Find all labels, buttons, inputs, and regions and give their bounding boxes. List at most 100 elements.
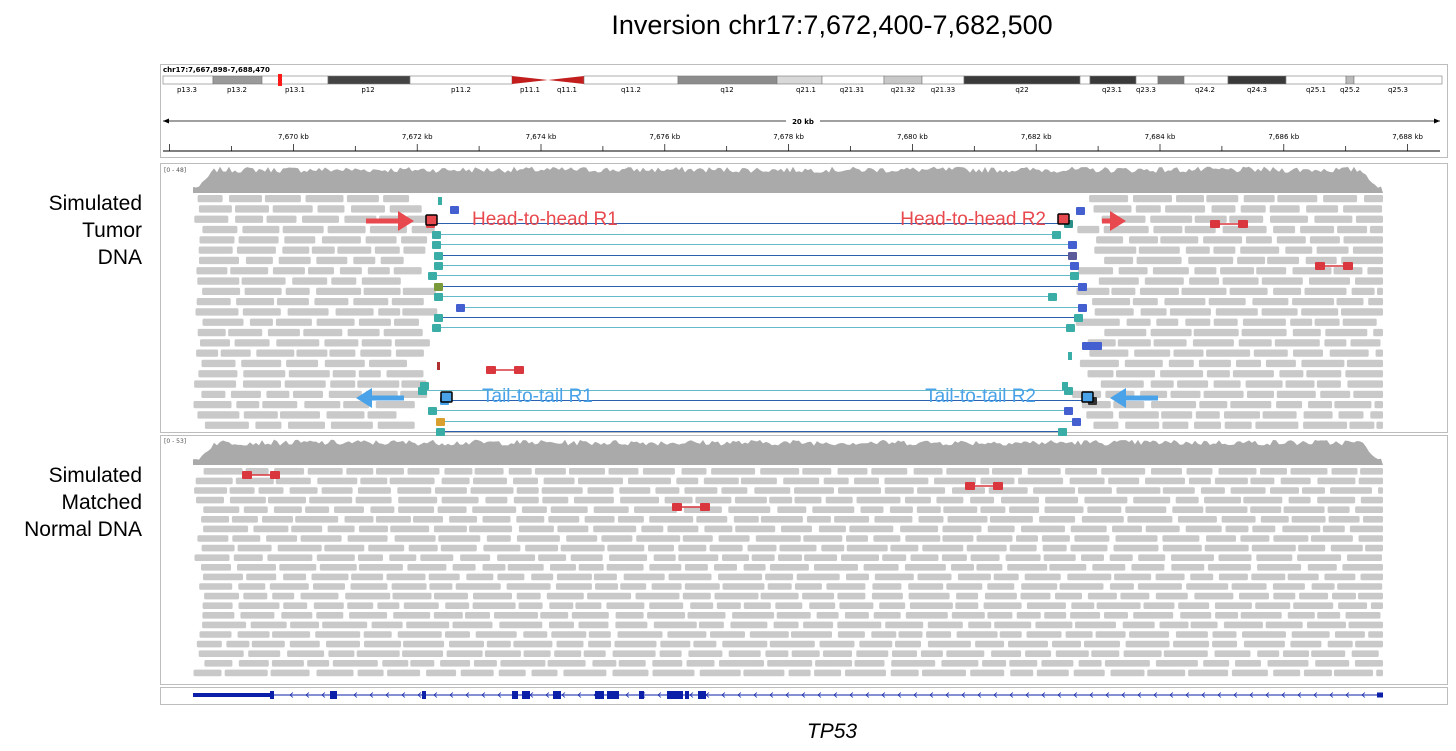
- read: [578, 477, 623, 485]
- read: [982, 660, 1007, 667]
- read: [1163, 650, 1208, 657]
- read: [1150, 215, 1193, 223]
- strand-arrow-icon: [1025, 692, 1030, 698]
- read: [349, 612, 388, 619]
- read: [1079, 359, 1119, 368]
- read: [316, 612, 344, 619]
- strand-arrow-icon: [385, 692, 390, 698]
- read: [401, 236, 428, 244]
- strand-arrow-icon: [881, 692, 886, 698]
- read: [941, 660, 979, 667]
- read: [1139, 287, 1179, 295]
- read: [358, 370, 381, 378]
- read: [196, 496, 224, 504]
- read: [730, 621, 768, 629]
- read: [946, 583, 983, 590]
- read: [292, 277, 328, 285]
- read: [1273, 225, 1296, 234]
- read: [551, 631, 587, 638]
- read: [445, 602, 470, 609]
- read: [346, 468, 374, 475]
- read: [359, 525, 388, 533]
- read: [709, 544, 743, 552]
- read: [1292, 298, 1335, 306]
- read: [376, 468, 404, 475]
- read: [987, 525, 1015, 533]
- read: [394, 535, 436, 542]
- strand-arrow-icon: [1089, 692, 1094, 698]
- strand-arrow-icon: [369, 692, 374, 698]
- read: [1192, 339, 1234, 347]
- read: [523, 631, 548, 638]
- arrow-left-icon: [356, 388, 404, 408]
- read: [733, 516, 759, 523]
- read: [240, 612, 275, 619]
- read: [1355, 277, 1383, 285]
- read: [1370, 602, 1383, 609]
- read: [538, 554, 567, 561]
- read: [1314, 318, 1340, 326]
- read: [806, 516, 831, 523]
- read: [389, 477, 435, 485]
- read: [802, 592, 835, 600]
- read: [614, 640, 657, 648]
- read: [1327, 640, 1353, 648]
- read: [449, 640, 484, 648]
- read: [1152, 267, 1189, 275]
- read: [1243, 640, 1285, 648]
- read: [433, 525, 467, 533]
- read: [1170, 390, 1201, 398]
- strand-arrow-icon: [1201, 692, 1206, 698]
- read: [1303, 411, 1333, 419]
- strand-arrow-icon: [1217, 692, 1222, 698]
- read: [1168, 359, 1194, 368]
- read: [1274, 339, 1320, 347]
- read: [475, 631, 517, 638]
- read: [873, 535, 901, 542]
- read: [1377, 287, 1383, 295]
- read: [293, 390, 323, 398]
- strand-arrow-icon: [577, 692, 582, 698]
- gene-track-panel[interactable]: [160, 687, 1448, 705]
- read: [1109, 554, 1133, 561]
- read: [525, 544, 559, 552]
- split-read-right: [1066, 324, 1075, 332]
- read: [1257, 564, 1302, 571]
- read: [1218, 554, 1252, 561]
- read: [608, 468, 639, 475]
- read: [775, 602, 803, 609]
- read: [357, 487, 391, 494]
- read: [1325, 328, 1368, 337]
- read: [722, 583, 765, 590]
- read: [804, 554, 838, 561]
- read: [1155, 592, 1188, 600]
- read: [232, 535, 261, 542]
- read: [767, 660, 813, 667]
- read: [1204, 544, 1249, 552]
- read: [652, 660, 683, 667]
- read: [332, 370, 356, 378]
- read: [1297, 554, 1342, 561]
- read: [229, 195, 262, 203]
- read: [378, 308, 401, 316]
- read: [1221, 516, 1256, 523]
- strand-arrow-icon: [913, 692, 918, 698]
- read: [823, 477, 849, 485]
- strand-arrow-icon: [769, 692, 774, 698]
- read: [1133, 612, 1174, 619]
- read: [951, 564, 974, 571]
- read: [1231, 583, 1267, 590]
- read: [913, 468, 943, 475]
- read: [773, 621, 799, 629]
- read: [1374, 401, 1383, 409]
- read: [593, 573, 617, 581]
- read: [316, 287, 362, 295]
- exon: [522, 691, 530, 699]
- read: [194, 215, 229, 223]
- read: [328, 390, 362, 398]
- read: [1240, 246, 1280, 254]
- read: [943, 506, 978, 513]
- read: [1329, 349, 1369, 357]
- read: [1078, 660, 1102, 667]
- read: [660, 640, 691, 648]
